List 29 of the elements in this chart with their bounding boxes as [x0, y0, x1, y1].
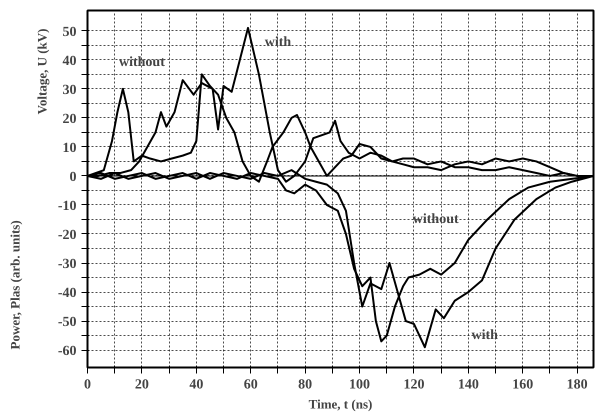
y-tick-label: -60: [58, 344, 77, 360]
annotation: without: [118, 55, 166, 70]
y-tick-label: 50: [62, 24, 76, 40]
x-tick-label: 120: [403, 378, 424, 392]
y-tick-label: -40: [58, 286, 77, 302]
text: Power, Plas (arb. units): [8, 220, 22, 350]
x-tick-label: 180: [566, 378, 588, 392]
x-tick-label: 40: [189, 378, 204, 392]
annotation: without: [412, 212, 459, 227]
y-tick-label: -10: [58, 198, 77, 214]
x-tick-label: 20: [134, 378, 149, 392]
x-tick-label: 0: [84, 378, 91, 392]
y-tick-label: -30: [58, 257, 77, 272]
y-tick-label: 10: [62, 140, 76, 156]
y-tick-label: 0: [70, 170, 76, 185]
annotation: with: [471, 328, 498, 344]
y-tick-label: -50: [58, 315, 77, 330]
annotation: with: [264, 34, 292, 50]
y-axis-title: Voltage, U (kV): [34, 28, 50, 114]
x-tick-label: 80: [298, 378, 312, 392]
x-tick-label: 60: [244, 378, 258, 392]
x-tick-label: 140: [458, 378, 479, 392]
y-tick-label: 30: [62, 82, 76, 98]
x-axis-title: Time, t (ns): [308, 396, 372, 412]
y-tick-label: 20: [62, 112, 76, 127]
x-tick-label: 160: [512, 378, 534, 392]
x-tick-label: 100: [349, 378, 370, 392]
y-tick-label: -20: [58, 228, 77, 243]
y-tick-label: 40: [62, 54, 76, 69]
